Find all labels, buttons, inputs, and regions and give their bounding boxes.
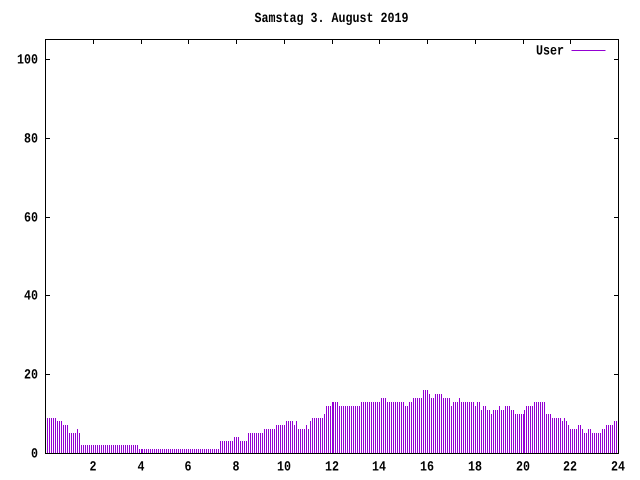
svg-text:40: 40 (24, 289, 38, 305)
svg-text:20: 20 (24, 368, 38, 384)
svg-text:6: 6 (185, 460, 192, 476)
svg-text:24: 24 (611, 460, 625, 476)
svg-text:100: 100 (17, 53, 38, 69)
svg-text:2: 2 (90, 460, 97, 476)
svg-text:User: User (536, 44, 564, 60)
svg-text:14: 14 (372, 460, 386, 476)
svg-text:12: 12 (325, 460, 339, 476)
svg-text:22: 22 (563, 460, 577, 476)
svg-text:80: 80 (24, 132, 38, 148)
svg-text:60: 60 (24, 211, 38, 227)
svg-text:8: 8 (233, 460, 240, 476)
svg-text:20: 20 (516, 460, 530, 476)
svg-text:10: 10 (277, 460, 291, 476)
svg-text:16: 16 (420, 460, 434, 476)
svg-text:Samstag 3. August 2019: Samstag 3. August 2019 (255, 11, 409, 27)
svg-text:0: 0 (31, 447, 38, 463)
svg-text:18: 18 (468, 460, 482, 476)
svg-text:4: 4 (138, 460, 145, 476)
